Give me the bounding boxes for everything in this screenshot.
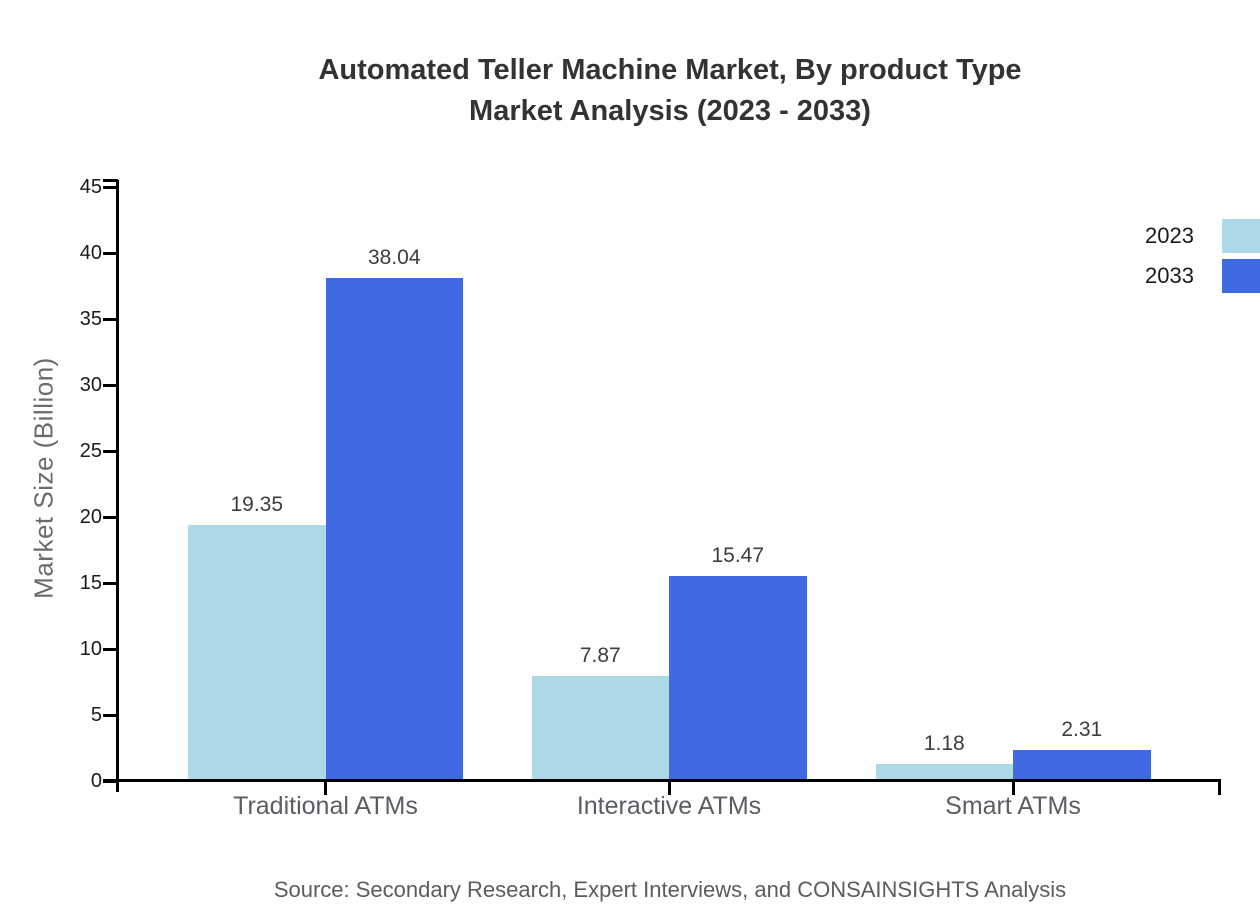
x-axis-end-cap <box>1218 781 1221 795</box>
legend-swatch-2023 <box>1222 219 1260 253</box>
y-tick-25 <box>103 450 118 453</box>
legend-label-2033: 2033 <box>1145 263 1194 288</box>
bar-2033-traditional-atms <box>325 277 463 780</box>
y-tick-30 <box>103 384 118 387</box>
category-label-traditional-atms: Traditional ATMs <box>233 792 418 820</box>
y-tick-35 <box>103 318 118 321</box>
x-tick-traditional-atms <box>324 781 327 795</box>
bar-value-label-2023-smart-atms: 1.18 <box>923 732 965 756</box>
y-tick-label-10: 10 <box>79 638 102 660</box>
y-tick-5 <box>103 714 118 717</box>
bar-value-label-2033-traditional-atms: 38.04 <box>367 245 421 269</box>
category-label-interactive-atms: Interactive ATMs <box>576 792 762 820</box>
y-tick-label-35: 35 <box>79 308 102 330</box>
chart-title-line-1: Automated Teller Machine Market, By prod… <box>318 54 1022 86</box>
legend-item-2033: 2033 <box>1145 256 1260 296</box>
bar-value-label-2023-traditional-atms: 19.35 <box>230 492 284 516</box>
y-tick-label-40: 40 <box>79 242 102 264</box>
x-axis-spine <box>103 779 1221 782</box>
y-tick-40 <box>103 252 118 255</box>
y-tick-label-5: 5 <box>90 704 102 726</box>
y-tick-20 <box>103 516 118 519</box>
bar-2033-smart-atms <box>1013 749 1151 780</box>
bar-2033-interactive-atms <box>669 575 807 780</box>
y-tick-label-25: 25 <box>79 440 102 462</box>
bar-2023-traditional-atms <box>188 524 326 780</box>
y-tick-45 <box>103 186 118 189</box>
legend-label-2023: 2023 <box>1145 223 1194 248</box>
legend-item-2023: 2023 <box>1145 216 1260 256</box>
bar-2023-interactive-atms <box>531 676 669 780</box>
y-tick-label-0: 0 <box>90 770 102 792</box>
bar-2023-smart-atms <box>875 764 1013 780</box>
bar-value-label-2023-interactive-atms: 7.87 <box>579 644 621 668</box>
legend-swatch-2033 <box>1222 259 1260 293</box>
y-tick-15 <box>103 582 118 585</box>
y-tick-label-45: 45 <box>79 176 102 198</box>
bar-value-label-2033-smart-atms: 2.31 <box>1061 717 1103 741</box>
category-label-smart-atms: Smart ATMs <box>945 792 1081 820</box>
chart-title: Automated Teller Machine Market, By prod… <box>80 50 1260 132</box>
y-tick-label-30: 30 <box>79 374 102 396</box>
y-axis-end-cap <box>103 179 118 182</box>
y-axis-spine <box>116 180 119 792</box>
legend: 2023 2033 <box>1145 216 1260 296</box>
x-tick-smart-atms <box>1011 781 1015 795</box>
source-note: Source: Secondary Research, Expert Inter… <box>273 877 1067 902</box>
chart-title-line-2: Market Analysis (2023 - 2033) <box>469 95 871 127</box>
y-tick-10 <box>103 648 118 651</box>
bar-value-label-2033-interactive-atms: 15.47 <box>711 543 765 567</box>
y-tick-label-20: 20 <box>79 506 102 528</box>
y-tick-label-15: 15 <box>79 572 102 594</box>
x-tick-interactive-atms <box>667 781 671 795</box>
